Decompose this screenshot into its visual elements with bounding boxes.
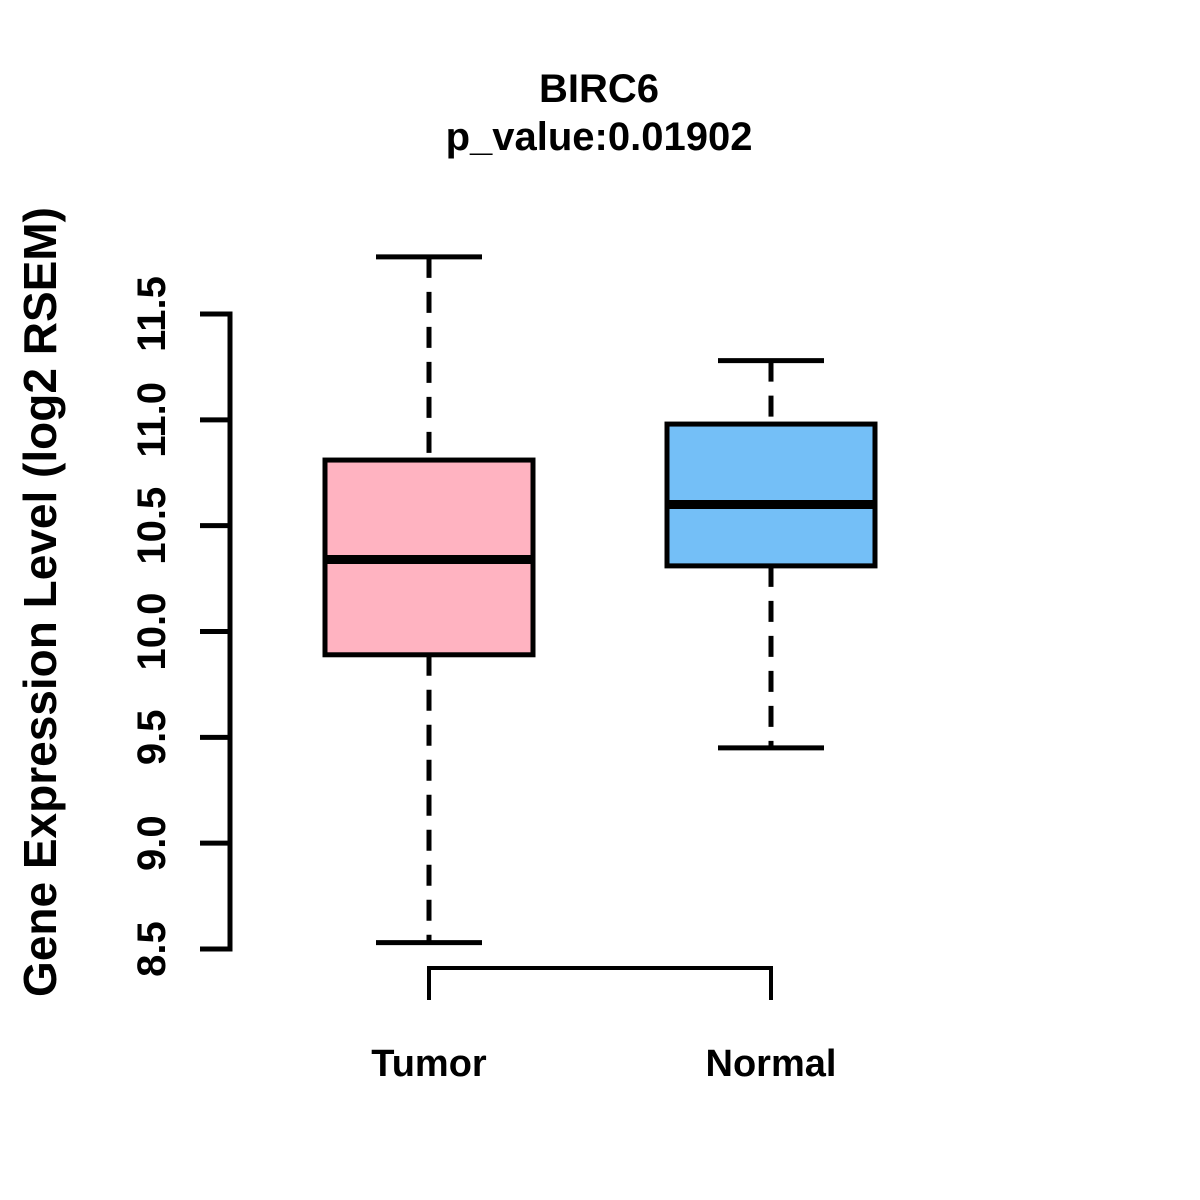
y-tick-label: 11.5: [130, 276, 174, 352]
chart-subtitle: p_value:0.01902: [445, 115, 753, 159]
y-tick-label: 9.0: [130, 815, 174, 871]
category-label-normal: Normal: [706, 1043, 837, 1085]
chart-title: BIRC6: [538, 67, 660, 111]
category-label-tumor: Tumor: [371, 1043, 487, 1085]
y-tick-label: 10.5: [130, 487, 174, 565]
x-axis-bracket: [427, 966, 773, 1000]
y-tick-label: 9.5: [130, 710, 174, 766]
normal-box: [664, 421, 878, 569]
y-tick-label: 8.5: [130, 921, 174, 977]
y-tick-label: 11.0: [130, 382, 174, 458]
y-tick-label: 10.0: [130, 593, 174, 671]
